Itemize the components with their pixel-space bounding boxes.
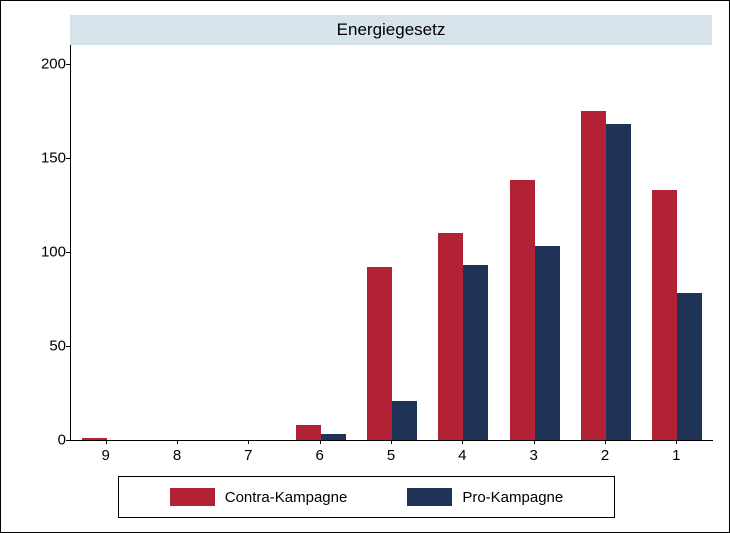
- y-tick-mark: [66, 440, 70, 441]
- bar: [82, 438, 107, 440]
- x-tick-mark: [320, 440, 321, 444]
- bar: [367, 267, 392, 440]
- x-tick-label: 5: [387, 447, 395, 464]
- y-tick-label: 50: [31, 337, 66, 354]
- x-tick-label: 6: [315, 447, 323, 464]
- plot-area: [70, 45, 713, 441]
- legend: Contra-Kampagne Pro-Kampagne: [118, 476, 615, 518]
- x-tick-label: 4: [458, 447, 466, 464]
- y-tick-label: 100: [31, 243, 66, 260]
- bar: [438, 233, 463, 440]
- bar: [606, 124, 631, 440]
- bar: [463, 265, 488, 440]
- x-tick-label: 8: [173, 447, 181, 464]
- x-tick-label: 7: [244, 447, 252, 464]
- x-tick-label: 3: [529, 447, 537, 464]
- legend-label-pro: Pro-Kampagne: [462, 489, 563, 506]
- y-tick-mark: [66, 346, 70, 347]
- x-tick-mark: [106, 440, 107, 444]
- y-tick-mark: [66, 158, 70, 159]
- bar: [677, 293, 702, 440]
- x-tick-label: 9: [101, 447, 109, 464]
- legend-swatch-contra: [170, 488, 215, 506]
- chart-title-band: Energiegesetz: [70, 15, 712, 45]
- x-tick-label: 1: [672, 447, 680, 464]
- y-tick-mark: [66, 252, 70, 253]
- x-tick-mark: [177, 440, 178, 444]
- x-tick-mark: [462, 440, 463, 444]
- bar: [652, 190, 677, 440]
- x-tick-mark: [605, 440, 606, 444]
- x-tick-mark: [391, 440, 392, 444]
- x-tick-mark: [676, 440, 677, 444]
- bar: [535, 246, 560, 440]
- chart-frame: Energiegesetz Contra-Kampagne Pro-Kampag…: [0, 0, 730, 533]
- y-tick-mark: [66, 64, 70, 65]
- legend-label-contra: Contra-Kampagne: [225, 489, 348, 506]
- legend-item-pro: Pro-Kampagne: [407, 488, 563, 506]
- y-tick-label: 150: [31, 149, 66, 166]
- x-tick-mark: [248, 440, 249, 444]
- legend-item-contra: Contra-Kampagne: [170, 488, 348, 506]
- chart-title: Energiegesetz: [337, 20, 446, 40]
- bar: [392, 401, 417, 441]
- bar: [296, 425, 321, 440]
- x-tick-mark: [534, 440, 535, 444]
- x-tick-label: 2: [601, 447, 609, 464]
- bars-container: [71, 45, 713, 440]
- bar: [510, 180, 535, 440]
- y-tick-label: 200: [31, 55, 66, 72]
- bar: [581, 111, 606, 440]
- y-tick-label: 0: [31, 432, 66, 449]
- bar: [321, 434, 346, 440]
- legend-swatch-pro: [407, 488, 452, 506]
